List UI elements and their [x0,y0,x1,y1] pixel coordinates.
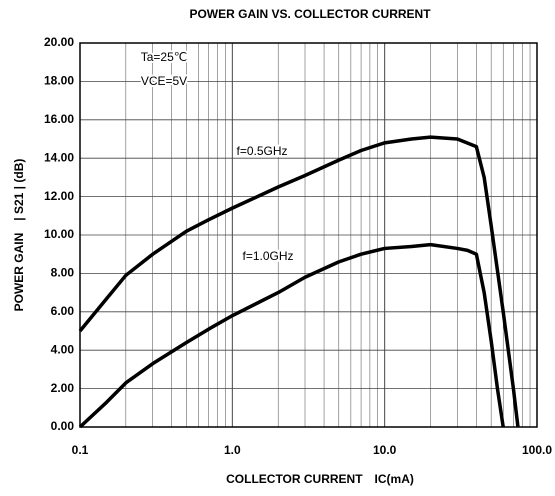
annotation: f=1.0GHz [242,249,293,263]
x-axis-label: COLLECTOR CURRENT IC(mA) [226,472,414,486]
annotation: f=0.5GHz [236,144,287,158]
series-line [78,135,520,428]
x-tick-label: 0.1 [72,443,89,457]
y-tick-label: 18.00 [44,74,74,88]
x-tick-label: 10.0 [373,443,397,457]
y-tick-label: 12.00 [44,189,74,203]
chart-title: POWER GAIN VS. COLLECTOR CURRENT [189,7,431,21]
y-tick-label: 2.00 [51,381,75,395]
annotation: Ta=25℃ [141,50,188,64]
y-tick-label: 4.00 [51,342,75,356]
y-tick-label: 6.00 [51,304,75,318]
y-tick-label: 16.00 [44,112,74,126]
series-line [78,242,505,429]
y-axis-label: POWER GAIN | S21 | (dB) [12,159,26,312]
plot-border [79,42,538,428]
annotation: VCE=5V [141,74,187,88]
y-tick-label: 10.00 [44,227,74,241]
y-tick-label: 0.00 [51,419,75,433]
y-tick-label: 20.00 [44,35,74,49]
x-tick-label: 1.0 [224,443,241,457]
x-tick-label: 100.0 [522,443,552,457]
y-tick-label: 8.00 [51,266,75,280]
y-tick-label: 14.00 [44,150,74,164]
